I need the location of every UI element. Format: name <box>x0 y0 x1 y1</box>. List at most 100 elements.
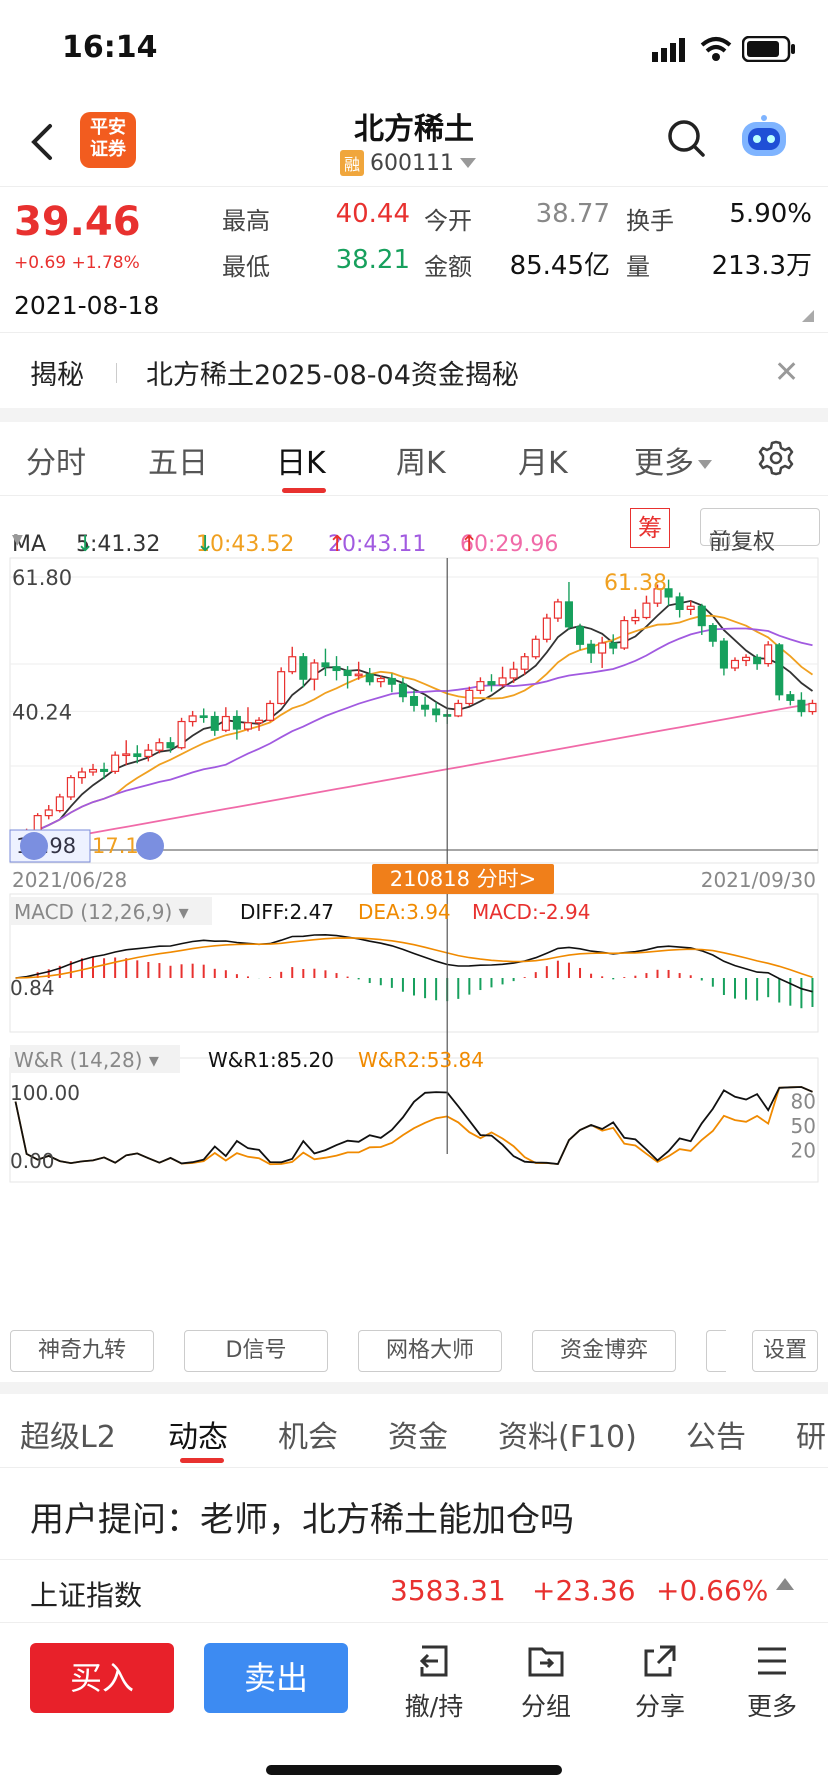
candle <box>520 656 529 670</box>
volume-label: 量 <box>626 253 650 281</box>
tool-fund-game-button[interactable]: 资金博弈 <box>532 1330 676 1372</box>
buy-button[interactable]: 买入 <box>30 1643 174 1713</box>
tab-dynamics[interactable]: 动态 <box>168 1420 228 1455</box>
candle <box>675 596 684 610</box>
high-value: 40.44 <box>335 199 410 229</box>
fund-secret-bar[interactable]: 揭秘 北方稀土2025-08-04资金揭秘 ✕ <box>0 332 828 408</box>
wr2-value: W&R2:53.84 <box>358 1048 484 1072</box>
wr-axis-bottom: 0.00 <box>10 1149 55 1173</box>
chevron-down-icon <box>698 460 712 469</box>
tab-daily-k[interactable]: 日K <box>276 446 326 481</box>
status-bar: 16:14 <box>0 0 828 100</box>
chevron-down-icon <box>460 158 476 168</box>
home-indicator <box>266 1765 562 1775</box>
candle <box>487 681 496 686</box>
candle <box>221 715 230 731</box>
price-axis-mid: 40.24 <box>12 700 72 724</box>
tab-announcements[interactable]: 公告 <box>686 1420 746 1455</box>
gear-icon[interactable] <box>758 440 794 476</box>
chip-distribution-button[interactable]: 筹 <box>630 508 670 548</box>
share-button[interactable]: 分享 <box>620 1641 700 1723</box>
candle <box>166 742 175 749</box>
price-panel-frame <box>9 557 819 864</box>
tab-five-day[interactable]: 五日 <box>148 446 208 481</box>
back-icon[interactable] <box>22 120 62 164</box>
amount-value: 85.45亿 <box>509 251 610 281</box>
tab-monthly-k[interactable]: 月K <box>518 446 568 481</box>
candle <box>343 669 352 677</box>
macd-value: MACD:-2.94 <box>472 900 590 924</box>
open-label: 今开 <box>424 207 472 235</box>
x-axis-end: 2021/09/30 <box>701 868 816 892</box>
candle <box>299 656 308 680</box>
kline-chart[interactable]: 61.8040.2417.9817.1061.382021/06/282021/… <box>0 554 828 1324</box>
candle <box>44 809 53 817</box>
macd-diff: DIFF:2.47 <box>240 900 334 924</box>
adjustment-selector[interactable]: ⓘ 前复权 <box>700 508 820 555</box>
candle <box>100 768 109 772</box>
chevron-up-icon[interactable] <box>776 1578 794 1590</box>
cancel-hold-button[interactable]: 撤/持 <box>394 1641 474 1723</box>
share-icon <box>644 1645 676 1677</box>
undo-icon <box>419 1645 448 1677</box>
candle <box>620 620 629 649</box>
wr-frame <box>9 1057 819 1183</box>
status-time: 16:14 <box>62 30 158 65</box>
top-bar: 平安 证券 北方稀土 融 600111 <box>0 100 828 186</box>
candle <box>531 638 540 658</box>
x-axis-start: 2021/06/28 <box>12 868 127 892</box>
candle <box>454 702 463 717</box>
candle <box>321 662 330 668</box>
candle <box>277 671 286 705</box>
quote-panel: 39.46 +0.69 +1.78% 2021-08-18 最高 40.44 最… <box>0 186 828 332</box>
close-icon[interactable]: ✕ <box>774 355 800 390</box>
robot-assistant-icon[interactable] <box>738 114 790 162</box>
wr1-line <box>14 1086 813 1165</box>
candle <box>398 683 407 698</box>
bottom-action-bar: 买入 卖出 撤/持 分组 分享 更多 <box>0 1622 828 1792</box>
secret-text[interactable]: 北方稀土2025-08-04资金揭秘 <box>146 360 519 391</box>
wr2-line <box>14 1086 813 1166</box>
candle <box>376 677 385 683</box>
tool-grid-master-button[interactable]: 网格大师 <box>358 1330 502 1372</box>
candle <box>708 624 717 642</box>
sell-button[interactable]: 卖出 <box>204 1643 348 1713</box>
tab-research[interactable]: 研 <box>796 1420 826 1455</box>
ma20-line <box>15 627 813 845</box>
active-tab-indicator <box>282 488 326 493</box>
tab-opportunity[interactable]: 机会 <box>278 1420 338 1455</box>
tool-partial-button[interactable] <box>706 1330 726 1372</box>
tool-nine-turn-button[interactable]: 神奇九转 <box>10 1330 154 1372</box>
search-icon[interactable] <box>666 118 706 158</box>
candle <box>542 617 551 640</box>
tab-f10[interactable]: 资料(F10) <box>498 1420 637 1455</box>
candle <box>122 753 131 757</box>
tab-weekly-k[interactable]: 周K <box>396 446 446 481</box>
group-button[interactable]: 分组 <box>506 1641 586 1723</box>
macd-selector: MACD (12,26,9) ▾ <box>14 900 189 924</box>
expand-corner-icon[interactable] <box>802 310 814 322</box>
divider <box>0 1382 828 1394</box>
question-text: 用户提问：老师，北方稀土能加仓吗 <box>30 1500 574 1540</box>
macd-selector-box <box>10 897 212 925</box>
tool-d-signal-button[interactable]: D信号 <box>184 1330 328 1372</box>
candle <box>310 662 319 680</box>
tool-settings-button[interactable]: 设置 <box>752 1330 818 1372</box>
candle <box>255 719 264 724</box>
wr-right-tick: 50 <box>791 1114 816 1138</box>
candle <box>177 720 186 749</box>
stock-code-selector[interactable]: 融 600111 <box>340 150 476 176</box>
more-button[interactable]: 更多 <box>732 1641 812 1723</box>
tab-more[interactable]: 更多 <box>634 438 712 482</box>
axis-labels: 61.8040.2417.9817.1061.382021/06/282021/… <box>9 558 816 1173</box>
current-price: 39.46 <box>14 199 141 245</box>
menu-icon <box>758 1647 786 1675</box>
tab-intraday[interactable]: 分时 <box>26 446 86 481</box>
tab-funds[interactable]: 资金 <box>388 1420 448 1455</box>
candle <box>730 659 740 669</box>
ma-lines <box>15 599 814 848</box>
index-ticker[interactable]: 上证指数 3583.31 +23.36 +0.66% <box>0 1560 828 1622</box>
user-question[interactable]: 用户提问：老师，北方稀土能加仓吗 <box>0 1468 828 1560</box>
tab-super-l2[interactable]: 超级L2 <box>20 1420 116 1455</box>
stock-name: 北方稀土 <box>354 112 474 147</box>
